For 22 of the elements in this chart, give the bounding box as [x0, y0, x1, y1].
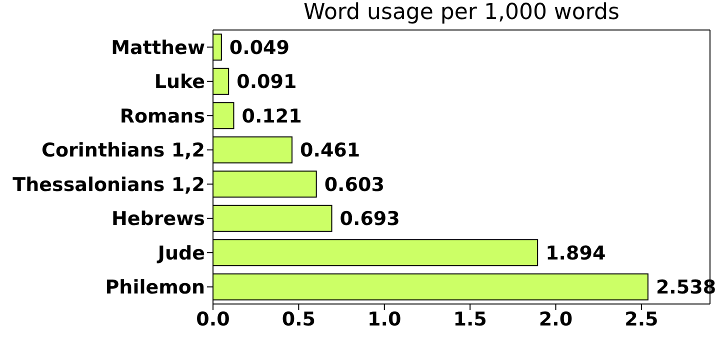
data-label: 0.603	[324, 174, 384, 196]
y-tick-label: Luke	[154, 71, 205, 94]
data-label: 0.049	[229, 36, 290, 59]
data-label: 0.693	[340, 208, 400, 230]
data-label: 0.461	[300, 140, 360, 162]
data-label: 0.091	[236, 71, 297, 94]
chart-title: Word usage per 1,000 words	[302, 0, 620, 25]
x-tick-label: 0.5	[282, 308, 316, 330]
y-tick-label: Romans	[120, 105, 205, 128]
y-tick-label: Jude	[156, 242, 205, 264]
y-tick-label: Hebrews	[111, 208, 205, 230]
x-tick-label: 2.5	[624, 308, 658, 330]
y-tick-label: Philemon	[105, 276, 205, 299]
data-label: 1.894	[546, 242, 606, 264]
x-tick-label: 2.0	[538, 308, 573, 330]
y-tick-label: Thessalonians 1,2	[12, 174, 205, 196]
y-tick-label: Matthew	[111, 36, 205, 59]
data-label: 0.121	[242, 105, 302, 128]
y-tick-label: Corinthians 1,2	[42, 140, 205, 162]
x-tick-label: 1.0	[368, 308, 402, 330]
x-tick-label: 0.0	[196, 308, 230, 330]
x-tick-label: 1.5	[453, 308, 487, 330]
